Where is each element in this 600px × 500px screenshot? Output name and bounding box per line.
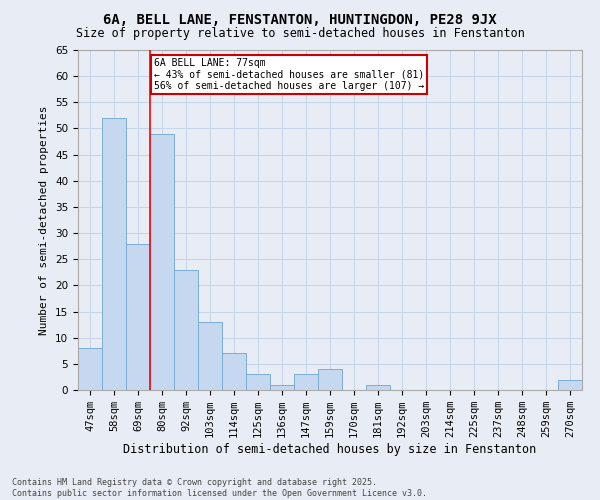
Text: Contains HM Land Registry data © Crown copyright and database right 2025.
Contai: Contains HM Land Registry data © Crown c… [12,478,427,498]
Bar [558,380,582,390]
Bar [270,385,294,390]
Bar [126,244,150,390]
Bar [102,118,126,390]
Bar [294,374,318,390]
X-axis label: Distribution of semi-detached houses by size in Fenstanton: Distribution of semi-detached houses by … [124,443,536,456]
Bar [174,270,198,390]
Bar [246,374,270,390]
Bar [366,385,390,390]
Bar [78,348,102,390]
Text: Size of property relative to semi-detached houses in Fenstanton: Size of property relative to semi-detach… [76,28,524,40]
Text: 6A BELL LANE: 77sqm
← 43% of semi-detached houses are smaller (81)
56% of semi-d: 6A BELL LANE: 77sqm ← 43% of semi-detach… [154,58,424,91]
Bar [222,354,246,390]
Bar [198,322,222,390]
Bar [318,369,342,390]
Bar [150,134,174,390]
Text: 6A, BELL LANE, FENSTANTON, HUNTINGDON, PE28 9JX: 6A, BELL LANE, FENSTANTON, HUNTINGDON, P… [103,12,497,26]
Y-axis label: Number of semi-detached properties: Number of semi-detached properties [40,106,49,335]
